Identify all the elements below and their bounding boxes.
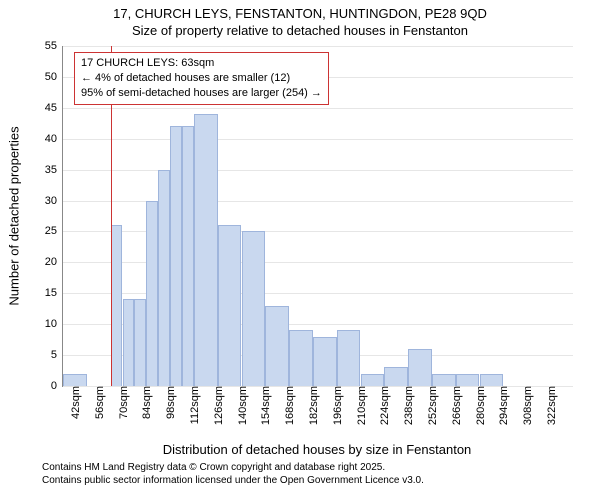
x-tick-label: 84sqm <box>139 386 153 419</box>
title-line-1: 17, CHURCH LEYS, FENSTANTON, HUNTINGDON,… <box>0 6 600 23</box>
histogram-bar <box>134 299 146 386</box>
y-tick-label: 30 <box>45 195 63 207</box>
x-tick-label: 238sqm <box>401 386 415 425</box>
histogram-bar <box>182 126 194 386</box>
gridline-h <box>63 170 573 171</box>
y-tick-label: 35 <box>45 164 63 176</box>
title-line-2: Size of property relative to detached ho… <box>0 23 600 40</box>
x-tick-label: 252sqm <box>425 386 439 425</box>
histogram-bar <box>194 114 218 386</box>
x-tick-label: 182sqm <box>306 386 320 425</box>
chart-titles: 17, CHURCH LEYS, FENSTANTON, HUNTINGDON,… <box>0 0 600 40</box>
y-tick-label: 0 <box>51 380 63 392</box>
histogram-bar <box>432 374 456 386</box>
gridline-h <box>63 231 573 232</box>
y-tick-label: 40 <box>45 133 63 145</box>
histogram-bar <box>242 231 266 386</box>
histogram-bar <box>158 170 170 386</box>
x-tick-label: 56sqm <box>92 386 106 419</box>
x-tick-label: 322sqm <box>544 386 558 425</box>
x-tick-label: 112sqm <box>187 386 201 424</box>
gridline-h <box>63 262 573 263</box>
histogram-bar <box>146 201 158 386</box>
x-tick-label: 308sqm <box>520 386 534 425</box>
footnote-line-1: Contains HM Land Registry data © Crown c… <box>42 462 424 475</box>
gridline-h <box>63 293 573 294</box>
histogram-bar <box>480 374 504 386</box>
x-axis-label: Distribution of detached houses by size … <box>62 442 572 457</box>
y-tick-label: 5 <box>51 349 63 361</box>
chart-container: 17, CHURCH LEYS, FENSTANTON, HUNTINGDON,… <box>0 0 600 500</box>
footnote-line-2: Contains public sector information licen… <box>42 475 424 488</box>
legend-line-3: 95% of semi-detached houses are larger (… <box>81 86 322 101</box>
histogram-bar <box>384 367 408 386</box>
x-tick-label: 98sqm <box>163 386 177 419</box>
histogram-bar <box>111 225 123 386</box>
legend-line-2: ← 4% of detached houses are smaller (12) <box>81 71 322 86</box>
histogram-bar <box>289 330 313 386</box>
gridline-h <box>63 108 573 109</box>
histogram-bar <box>63 374 87 386</box>
gridline-h <box>63 46 573 47</box>
histogram-bar <box>170 126 182 386</box>
x-tick-label: 126sqm <box>211 386 225 425</box>
gridline-h <box>63 139 573 140</box>
legend-line-1: 17 CHURCH LEYS: 63sqm <box>81 56 322 71</box>
x-tick-label: 154sqm <box>258 386 272 425</box>
x-tick-label: 294sqm <box>496 386 510 425</box>
y-tick-label: 45 <box>45 102 63 114</box>
histogram-bar <box>218 225 242 386</box>
y-axis-label: Number of detached properties <box>7 126 22 305</box>
x-tick-label: 266sqm <box>449 386 463 425</box>
y-tick-label: 20 <box>45 256 63 268</box>
reference-legend: 17 CHURCH LEYS: 63sqm ← 4% of detached h… <box>74 52 329 105</box>
x-tick-label: 140sqm <box>235 386 249 425</box>
y-tick-label: 55 <box>45 40 63 52</box>
x-tick-label: 210sqm <box>354 386 368 425</box>
y-tick-label: 25 <box>45 225 63 237</box>
x-tick-label: 280sqm <box>473 386 487 425</box>
y-tick-label: 10 <box>45 318 63 330</box>
y-tick-label: 50 <box>45 71 63 83</box>
histogram-bar <box>265 306 289 386</box>
histogram-bar <box>123 299 135 386</box>
x-tick-label: 168sqm <box>282 386 296 425</box>
histogram-bar <box>361 374 385 386</box>
x-tick-label: 224sqm <box>377 386 391 425</box>
histogram-bar <box>337 330 361 386</box>
gridline-h <box>63 201 573 202</box>
x-tick-label: 42sqm <box>68 386 82 419</box>
x-tick-label: 70sqm <box>116 386 130 419</box>
y-tick-label: 15 <box>45 287 63 299</box>
footnote: Contains HM Land Registry data © Crown c… <box>42 462 424 487</box>
histogram-bar <box>408 349 432 386</box>
histogram-bar <box>456 374 480 386</box>
x-tick-label: 196sqm <box>330 386 344 425</box>
histogram-bar <box>313 337 337 386</box>
